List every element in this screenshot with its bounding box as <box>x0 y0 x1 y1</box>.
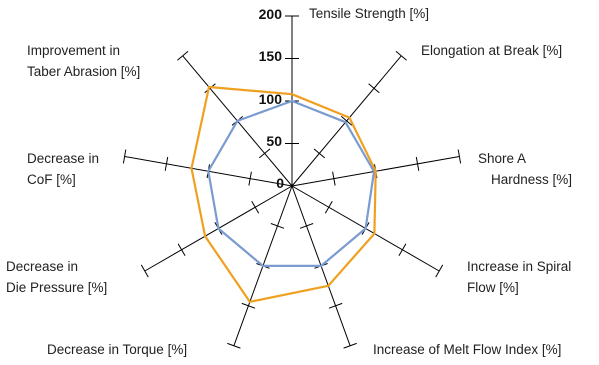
axis-tick-5-150 <box>241 302 256 309</box>
scale-label-100: 100 <box>258 91 282 107</box>
axis-tick-1-150 <box>368 83 380 94</box>
axis-label-elongation-at-break: Elongation at Break [%] <box>421 43 563 58</box>
axis-tick-7-50 <box>248 171 252 186</box>
axis-tick-8-50 <box>258 148 271 159</box>
scale-label-0: 0 <box>276 175 284 191</box>
series-polygon-1 <box>190 85 377 303</box>
axis-tick-5-50 <box>270 223 285 229</box>
scale-label-150: 150 <box>258 48 282 64</box>
axis-tick-2-50 <box>332 171 336 186</box>
axis-tick-4-200 <box>343 342 357 349</box>
axis-tick-7-150 <box>164 156 169 171</box>
axis-tick-1-50 <box>313 148 326 159</box>
axis-tick-2-150 <box>415 156 420 171</box>
axis-label-cof: Decrease in CoF [%] <box>27 151 100 187</box>
scale-label-200: 200 <box>258 6 282 22</box>
axis-tick-8-150 <box>204 83 216 94</box>
axis-label-taber-abrasion: Improvement in Taber Abrasion [%] <box>27 43 141 79</box>
axis-tick-5-200 <box>227 342 241 349</box>
axis-tick-1-200 <box>395 50 407 61</box>
axis-label-torque: Decrease in Torque [%] <box>47 342 188 357</box>
axis-tick-4-150 <box>328 302 343 309</box>
axis-tick-6-150 <box>177 243 186 257</box>
series-polygon-0 <box>207 99 376 267</box>
axis-tick-4-50 <box>299 223 314 229</box>
axis-label-die-pressure: Decrease in Die Pressure [%] <box>6 259 108 295</box>
axis-tick-7-200 <box>122 149 127 164</box>
axis-tick-6-200 <box>140 264 149 278</box>
axis-label-shore-a-hardness: Shore A Hardness [%] <box>478 151 573 187</box>
scale-label-50: 50 <box>266 133 282 149</box>
axis-tick-2-200 <box>457 149 462 164</box>
axis-label-tensile-strength: Tensile Strength [%] <box>309 6 430 21</box>
axis-label-spiral-flow: Increase in Spiral Flow [%] <box>467 259 572 295</box>
axis-tick-3-50 <box>324 200 333 214</box>
axis-tick-3-150 <box>398 243 407 257</box>
axis-tick-1-100 <box>340 116 353 126</box>
axis-tick-8-200 <box>177 50 189 61</box>
axis-lines <box>122 15 462 349</box>
axis-tick-6-50 <box>251 200 260 214</box>
axis-tick-3-200 <box>435 264 444 278</box>
axis-label-melt-flow-index: Increase of Melt Flow Index [%] <box>373 342 562 357</box>
series-polygons <box>190 85 377 303</box>
